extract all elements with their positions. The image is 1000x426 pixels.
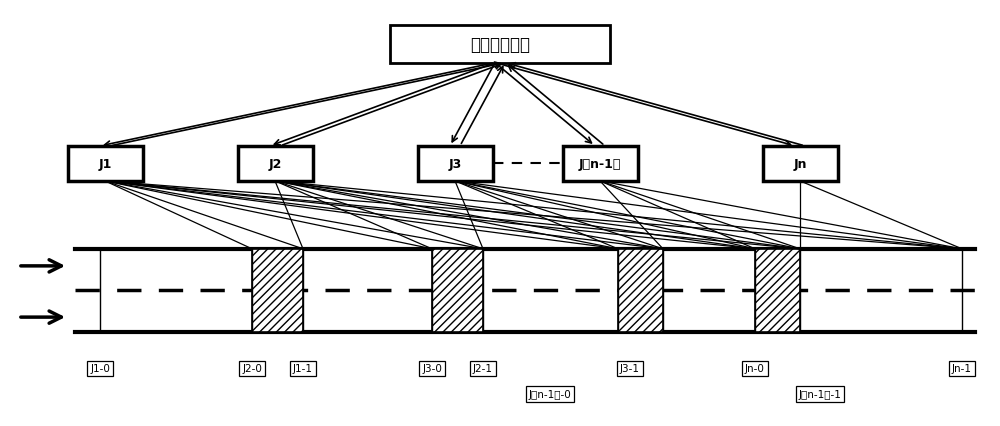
Bar xyxy=(562,147,638,181)
Text: J1-1: J1-1 xyxy=(293,363,313,374)
Text: J（n-1）: J（n-1） xyxy=(579,158,621,170)
Bar xyxy=(390,26,610,63)
Bar xyxy=(252,249,303,332)
Bar xyxy=(75,249,975,332)
Text: Jn-1: Jn-1 xyxy=(952,363,972,374)
Bar xyxy=(618,249,663,332)
Text: J3-0: J3-0 xyxy=(422,363,442,374)
Text: Jn: Jn xyxy=(793,158,807,170)
Text: J2: J2 xyxy=(268,158,282,170)
Text: J1: J1 xyxy=(98,158,112,170)
Text: J2-0: J2-0 xyxy=(242,363,262,374)
Text: J1-0: J1-0 xyxy=(90,363,110,374)
Bar xyxy=(755,249,800,332)
Text: J3-1: J3-1 xyxy=(620,363,640,374)
Bar xyxy=(418,147,493,181)
Text: 数据处理模块: 数据处理模块 xyxy=(470,36,530,54)
Bar xyxy=(68,147,143,181)
Text: Jn-0: Jn-0 xyxy=(745,363,765,374)
Bar xyxy=(432,249,483,332)
Bar xyxy=(763,147,838,181)
Bar xyxy=(238,147,312,181)
Text: J（n-1）-0: J（n-1）-0 xyxy=(529,389,571,399)
Text: J3: J3 xyxy=(448,158,462,170)
Text: J2-1: J2-1 xyxy=(473,363,493,374)
Text: J（n-1）-1: J（n-1）-1 xyxy=(799,389,841,399)
